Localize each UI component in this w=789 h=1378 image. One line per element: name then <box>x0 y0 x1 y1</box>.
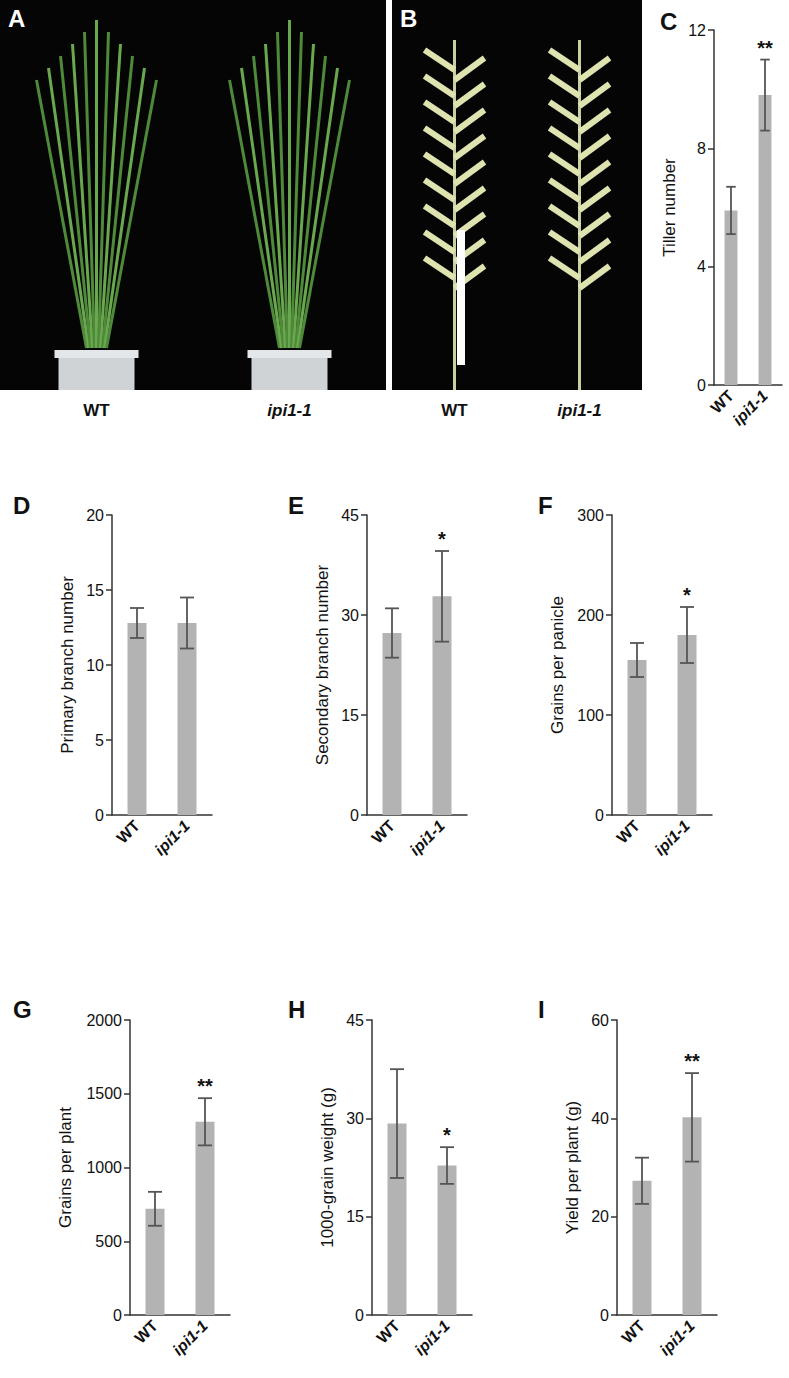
svg-text:Grains per panicle: Grains per panicle <box>548 596 567 734</box>
svg-text:ipi1-1: ipi1-1 <box>656 1317 698 1359</box>
svg-text:G: G <box>13 996 32 1023</box>
svg-text:ipi1-1: ipi1-1 <box>411 1317 453 1359</box>
svg-text:200: 200 <box>577 607 604 624</box>
svg-text:**: ** <box>684 1050 700 1072</box>
svg-text:WT: WT <box>131 1317 161 1347</box>
svg-text:4: 4 <box>697 258 706 275</box>
svg-text:WT: WT <box>113 817 143 847</box>
svg-text:**: ** <box>757 37 773 59</box>
svg-text:ipi1-1: ipi1-1 <box>406 817 448 859</box>
svg-text:10: 10 <box>86 657 104 674</box>
svg-text:300: 300 <box>577 507 604 524</box>
svg-text:15: 15 <box>86 582 104 599</box>
svg-text:C: C <box>660 8 677 35</box>
svg-text:0: 0 <box>697 377 706 394</box>
svg-text:E: E <box>288 492 304 519</box>
svg-text:30: 30 <box>346 1110 364 1127</box>
svg-text:0: 0 <box>350 807 359 824</box>
svg-text:*: * <box>443 1124 451 1146</box>
svg-text:ipi1-1: ipi1-1 <box>557 401 601 420</box>
svg-text:1000-grain weight (g): 1000-grain weight (g) <box>318 1087 337 1248</box>
svg-text:1500: 1500 <box>86 1085 122 1102</box>
svg-text:Yield per plant (g): Yield per plant (g) <box>563 1101 582 1235</box>
svg-text:ipi1-1: ipi1-1 <box>267 401 311 420</box>
svg-text:500: 500 <box>95 1233 122 1250</box>
svg-text:0: 0 <box>595 807 604 824</box>
svg-text:0: 0 <box>600 1307 609 1324</box>
svg-text:15: 15 <box>341 707 359 724</box>
svg-text:ipi1-1: ipi1-1 <box>151 817 193 859</box>
svg-text:30: 30 <box>341 607 359 624</box>
svg-text:WT: WT <box>441 401 468 420</box>
svg-text:WT: WT <box>707 387 737 417</box>
svg-text:WT: WT <box>613 817 643 847</box>
svg-text:WT: WT <box>618 1317 648 1347</box>
svg-text:1000: 1000 <box>86 1159 122 1176</box>
svg-text:ipi1-1: ipi1-1 <box>729 387 771 429</box>
svg-text:ipi1-1: ipi1-1 <box>169 1317 211 1359</box>
svg-text:100: 100 <box>577 707 604 724</box>
svg-text:I: I <box>538 996 545 1023</box>
svg-text:20: 20 <box>591 1208 609 1225</box>
svg-text:0: 0 <box>355 1307 364 1324</box>
svg-text:F: F <box>538 492 553 519</box>
svg-text:Tiller number: Tiller number <box>660 158 679 257</box>
svg-text:*: * <box>683 584 691 606</box>
svg-text:60: 60 <box>591 1012 609 1029</box>
svg-text:*: * <box>438 528 446 550</box>
svg-text:ipi1-1: ipi1-1 <box>651 817 693 859</box>
svg-text:0: 0 <box>113 1307 122 1324</box>
svg-text:45: 45 <box>341 507 359 524</box>
svg-text:8: 8 <box>697 140 706 157</box>
svg-text:0: 0 <box>95 807 104 824</box>
svg-text:2000: 2000 <box>86 1012 122 1029</box>
svg-text:5: 5 <box>95 732 104 749</box>
svg-text:20: 20 <box>86 507 104 524</box>
svg-text:40: 40 <box>591 1110 609 1127</box>
svg-text:12: 12 <box>688 22 706 39</box>
svg-text:A: A <box>8 5 25 32</box>
svg-text:WT: WT <box>368 817 398 847</box>
svg-text:WT: WT <box>373 1317 403 1347</box>
svg-text:Primary branch number: Primary branch number <box>58 576 77 754</box>
svg-text:D: D <box>13 492 30 519</box>
svg-text:45: 45 <box>346 1012 364 1029</box>
svg-text:Secondary branch number: Secondary branch number <box>313 564 332 765</box>
svg-text:Grains per plant: Grains per plant <box>56 1107 75 1228</box>
svg-text:**: ** <box>197 1075 213 1097</box>
svg-text:15: 15 <box>346 1208 364 1225</box>
svg-text:H: H <box>288 996 305 1023</box>
svg-text:WT: WT <box>83 401 110 420</box>
svg-text:B: B <box>400 5 417 32</box>
